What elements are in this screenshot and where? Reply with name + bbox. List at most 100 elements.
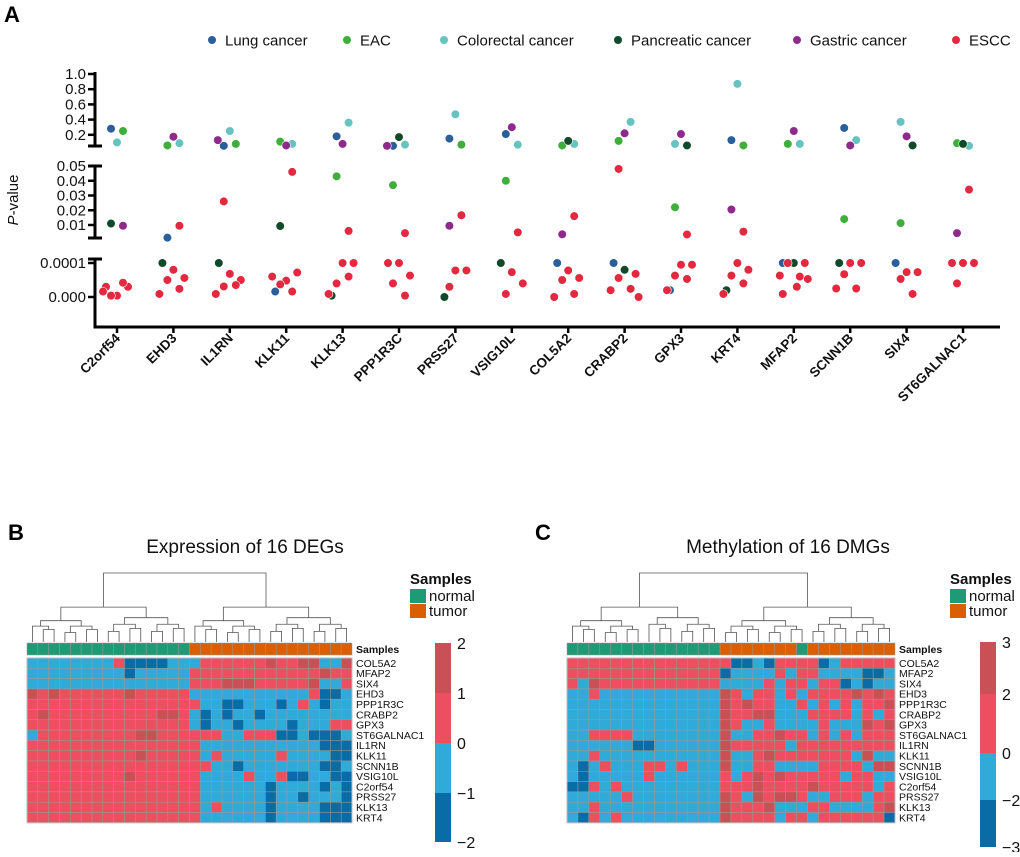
data-point-lung-cancer <box>444 134 455 144</box>
sample-annotation-cell <box>340 642 353 656</box>
heatmap-cell <box>687 781 699 793</box>
row-label: MFAP2 <box>356 668 391 680</box>
heatmap-cell <box>851 688 863 700</box>
data-point-escc <box>444 282 455 292</box>
dendrogram-branch <box>103 572 267 608</box>
data-point-escc <box>344 226 354 236</box>
heatmap-cell <box>840 781 852 793</box>
sample-annotation-cell <box>330 642 342 656</box>
heatmap-cell <box>156 750 169 762</box>
heatmap-cell <box>167 812 179 824</box>
heatmap-cell <box>265 812 277 824</box>
heatmap-cell <box>665 812 677 824</box>
dendrogram-branch <box>580 620 623 627</box>
methylation-heatmap: Samples COL5A2MFAP2SIX4EHD3PPP1R3CCRABP2G… <box>566 571 1020 857</box>
heatmap-cell <box>113 698 125 710</box>
heatmap-cell <box>156 729 169 741</box>
heatmap-cell <box>59 729 71 741</box>
heatmap-cell <box>861 791 874 803</box>
heatmap-cell <box>621 781 633 793</box>
heatmap-cell <box>91 781 104 793</box>
heatmap-cell <box>697 740 710 751</box>
data-point-pancreatic-cancer <box>619 265 630 275</box>
dendrogram-branch <box>40 620 82 627</box>
heatmap-cell <box>297 750 309 762</box>
heatmap-cell <box>330 801 342 813</box>
row-label: KLK13 <box>899 802 931 814</box>
heatmap-cell <box>156 771 169 782</box>
heatmap-cell <box>340 740 353 751</box>
heatmap-cell <box>135 719 147 731</box>
heatmap-cell <box>113 801 125 813</box>
heatmap-cell <box>861 719 874 731</box>
heatmap-cell <box>752 771 765 782</box>
dendrogram-branch <box>600 606 679 621</box>
heatmap-cell <box>59 791 71 803</box>
heatmap-cell <box>654 791 666 803</box>
heatmap-cell <box>189 771 201 782</box>
heatmap-cell <box>829 750 841 762</box>
heatmap-cell <box>340 812 353 824</box>
heatmap-cell <box>785 698 797 710</box>
heatmap-cell <box>599 812 611 824</box>
heatmap-cell <box>566 688 579 700</box>
heatmap-cell <box>200 678 212 690</box>
x-tick-label: MFAP2 <box>757 331 799 373</box>
heatmap-cell <box>189 709 201 721</box>
heatmap-cell <box>752 668 765 679</box>
sample-annotation-cell <box>785 642 797 656</box>
heatmap-cell <box>113 812 125 824</box>
heatmap-cell <box>113 657 125 669</box>
heatmap-cell <box>210 657 223 669</box>
heatmap-cell <box>70 760 82 772</box>
heatmap-cell <box>566 729 579 741</box>
sample-annotation-cell <box>145 642 158 656</box>
heatmap-cell <box>26 771 39 782</box>
sample-annotation-label: Samples <box>899 644 942 656</box>
heatmap-cell <box>330 740 342 751</box>
heatmap-cell <box>785 709 797 721</box>
colorbar-band <box>980 694 996 753</box>
data-point-lung-cancer <box>890 258 901 268</box>
heatmap-cell <box>254 688 266 700</box>
sample-annotation-cell <box>588 642 601 656</box>
expression-heatmap-title: Expression of 16 DEGs <box>146 537 343 558</box>
heatmap-cell <box>48 812 60 824</box>
heatmap-cell <box>796 750 808 762</box>
heatmap-cell <box>872 791 885 803</box>
heatmap-cell <box>221 812 234 824</box>
heatmap-cell <box>818 729 830 741</box>
heatmap-cell <box>275 729 288 741</box>
heatmap-cell <box>243 740 255 751</box>
heatmap-cell <box>665 750 677 762</box>
heatmap-cell <box>275 657 288 669</box>
heatmap-cell <box>254 719 266 731</box>
heatmap-cell <box>665 688 677 700</box>
heatmap-cell <box>829 698 841 710</box>
data-point-escc <box>513 227 523 237</box>
data-point-pancreatic-cancer <box>682 140 692 151</box>
data-point-eac <box>783 139 793 149</box>
heatmap-cell <box>807 719 819 731</box>
sample-annotation-cell <box>774 642 786 656</box>
heatmap-cell <box>763 791 775 803</box>
heatmap-cell <box>254 678 266 690</box>
heatmap-cell <box>763 740 775 751</box>
heatmap-cell <box>697 729 710 741</box>
heatmap-cell <box>566 812 579 824</box>
sample-annotation-cell <box>265 642 277 656</box>
heatmap-cell <box>26 678 39 690</box>
row-label: KRT4 <box>356 812 383 824</box>
heatmap-cell <box>774 740 786 751</box>
heatmap-cell <box>708 709 721 721</box>
heatmap-cell <box>102 812 114 824</box>
heatmap-cell <box>851 760 863 772</box>
heatmap-cell <box>719 688 732 700</box>
heatmap-cell <box>319 668 331 679</box>
sample-annotation-cell <box>665 642 677 656</box>
heatmap-cell <box>178 657 190 669</box>
heatmap-cell <box>102 719 114 731</box>
data-point-gastric-cancer <box>619 128 630 138</box>
heatmap-cell <box>297 812 309 824</box>
heatmap-cell <box>178 729 190 741</box>
